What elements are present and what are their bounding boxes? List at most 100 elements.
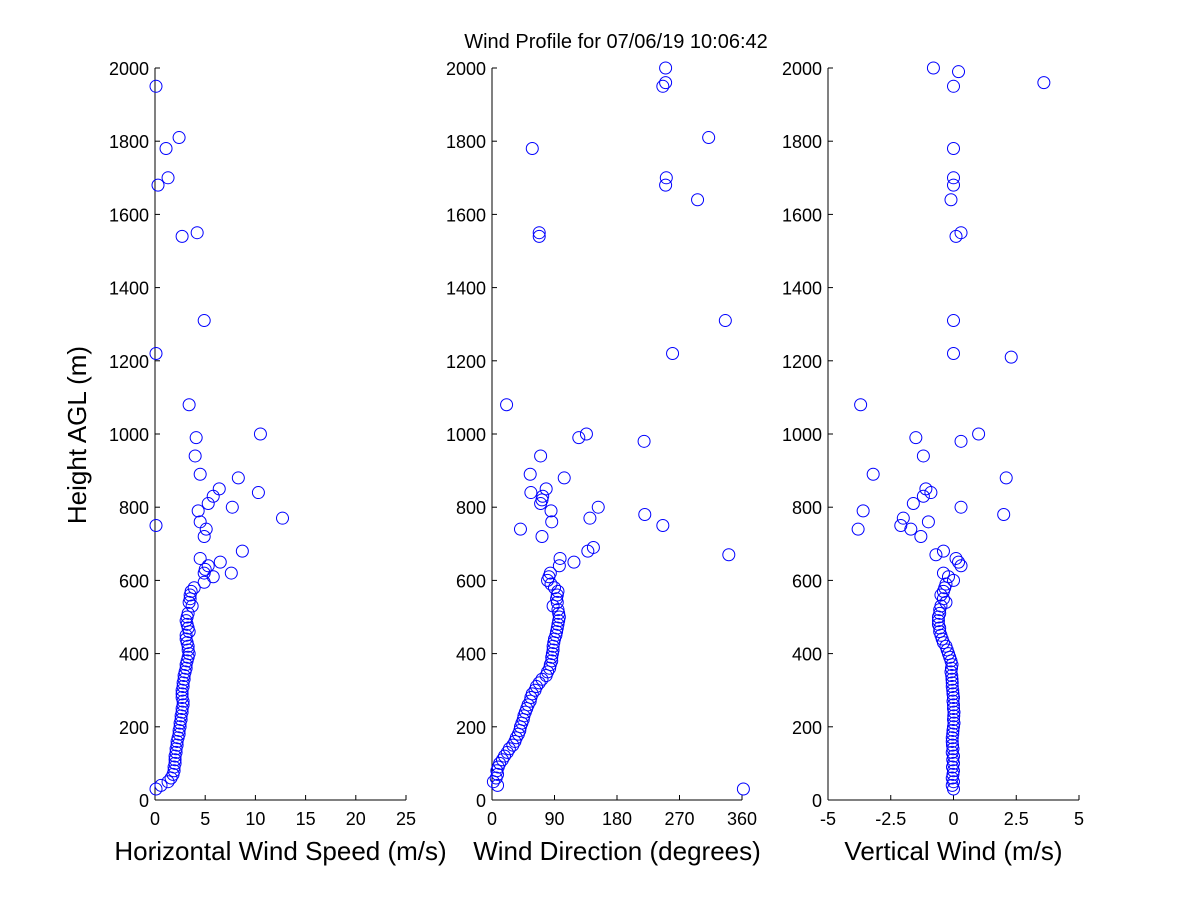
data-point (213, 555, 227, 569)
data-point (190, 226, 204, 240)
data-point (896, 511, 910, 525)
y-tick-label: 1200 (109, 352, 149, 372)
data-point (199, 522, 213, 536)
data-point (851, 522, 865, 536)
x-tick-label: 0 (948, 809, 958, 829)
data-point (934, 588, 948, 602)
y-tick-label: 1400 (109, 279, 149, 299)
data-point (866, 467, 880, 481)
data-point (941, 647, 955, 661)
x-axis-label-wind-direction: Wind Direction (degrees) (473, 836, 761, 866)
data-point (567, 555, 581, 569)
y-tick-label: 2000 (446, 59, 486, 79)
y-tick-label: 1000 (782, 425, 822, 445)
data-point (936, 566, 950, 580)
data-point (935, 632, 949, 646)
data-point (535, 529, 549, 543)
data-point (201, 497, 215, 511)
data-point (947, 314, 960, 328)
data-point (168, 753, 182, 767)
data-point (167, 764, 181, 778)
data-point (197, 529, 211, 543)
y-tick-label: 2000 (109, 59, 149, 79)
data-point (939, 577, 953, 591)
data-point (946, 742, 960, 756)
data-point (212, 482, 226, 496)
data-point (586, 540, 600, 554)
data-point (235, 544, 249, 558)
data-point (184, 584, 198, 598)
data-point (159, 142, 173, 156)
data-point (193, 467, 207, 481)
data-point (169, 745, 183, 759)
data-point (656, 519, 670, 532)
data-point (182, 398, 196, 412)
data-point (187, 581, 201, 595)
data-point (638, 508, 652, 522)
data-point (498, 749, 511, 763)
y-tick-label: 1600 (446, 205, 486, 225)
y-tick-label: 1000 (109, 425, 149, 445)
data-point (945, 778, 959, 792)
data-point (545, 515, 559, 529)
data-point (231, 471, 245, 485)
data-point (946, 683, 960, 697)
data-point (718, 314, 732, 328)
data-point (493, 756, 507, 770)
data-point (944, 193, 958, 207)
data-point (551, 603, 565, 617)
y-tick-label: 600 (119, 571, 149, 591)
data-point (172, 727, 186, 741)
data-point (637, 434, 651, 448)
data-point (936, 544, 950, 558)
data-point (193, 515, 207, 529)
data-point (947, 691, 960, 705)
data-point (546, 643, 560, 657)
data-point (921, 515, 935, 529)
data-point (659, 178, 673, 192)
data-point (191, 504, 205, 518)
data-point (548, 581, 561, 595)
data-point (659, 76, 673, 90)
data-point (201, 559, 215, 573)
data-point (524, 486, 538, 500)
data-point (947, 712, 960, 726)
data-point (513, 522, 527, 536)
data-point (954, 500, 968, 514)
data-point (947, 178, 960, 192)
data-point (1004, 350, 1018, 364)
data-point (944, 661, 958, 675)
figure-title: Wind Profile for 07/06/19 10:06:42 (464, 31, 768, 53)
data-point (666, 346, 680, 360)
y-tick-label: 400 (119, 645, 149, 665)
x-tick-label: 5 (200, 809, 210, 829)
data-point (532, 226, 546, 240)
y-tick-label: 200 (792, 718, 822, 738)
data-point (179, 661, 193, 675)
y-tick-label: 200 (119, 718, 149, 738)
data-point (170, 738, 184, 752)
data-point (185, 599, 199, 613)
data-point (545, 654, 559, 668)
y-tick-label: 1600 (109, 205, 149, 225)
data-point (972, 427, 986, 441)
data-point (525, 687, 539, 701)
data-point (523, 467, 537, 481)
x-tick-label: 270 (664, 809, 694, 829)
data-point (702, 131, 716, 145)
data-point (176, 698, 190, 712)
x-tick-label: 360 (727, 809, 757, 829)
data-point (543, 566, 557, 580)
data-point (534, 449, 548, 463)
y-tick-label: 1600 (782, 205, 822, 225)
data-point (1037, 76, 1051, 90)
y-tick-label: 800 (792, 498, 822, 518)
data-point (947, 782, 960, 796)
data-point (179, 628, 193, 642)
data-point (251, 486, 265, 500)
data-point (933, 625, 947, 639)
y-tick-label: 800 (119, 498, 149, 518)
data-point (500, 398, 514, 412)
